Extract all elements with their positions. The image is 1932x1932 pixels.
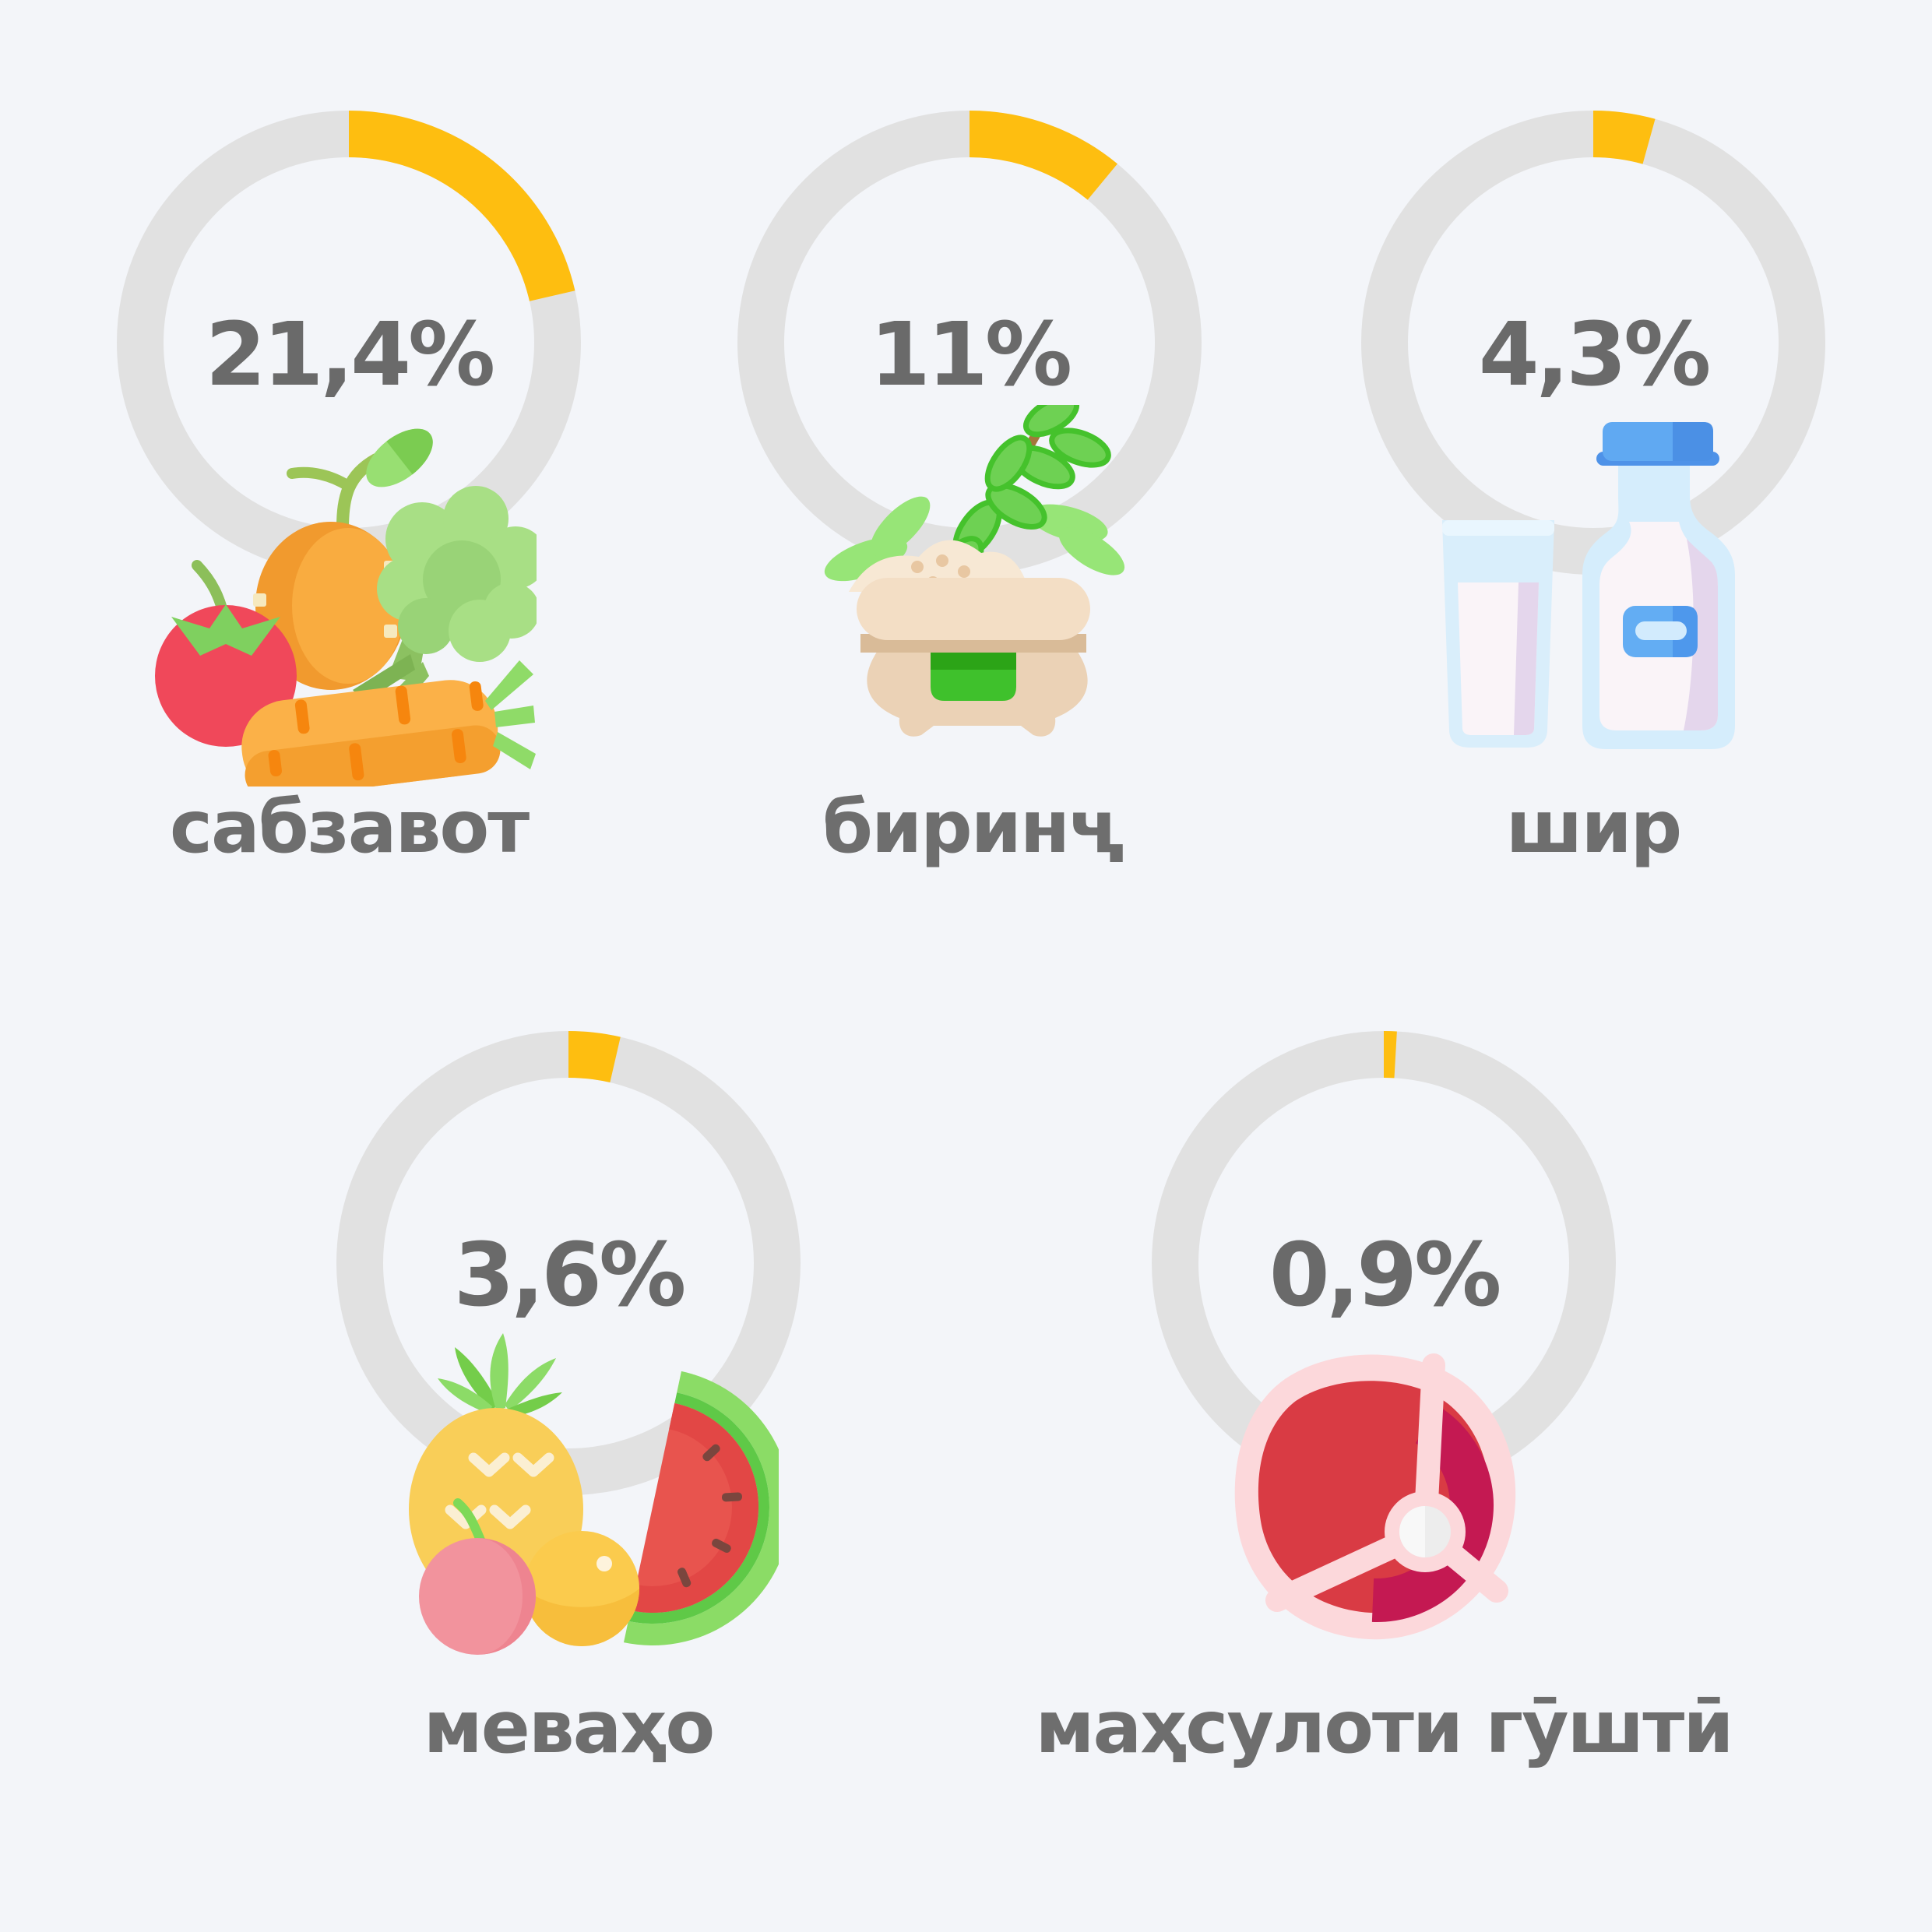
donut-arc	[737, 111, 1202, 575]
milk-bottle	[1582, 422, 1735, 749]
gauge-value: 21,4%	[205, 304, 496, 406]
broccoli	[353, 486, 537, 707]
gauge-value: 4,3%	[1478, 304, 1712, 406]
gauge-card-fruits: 3,6%	[335, 1029, 802, 1870]
donut-arc	[117, 111, 581, 575]
carrot	[241, 660, 536, 787]
donut-arc	[1361, 111, 1825, 575]
milk-glass	[1442, 520, 1554, 748]
vegetables-icon	[155, 428, 537, 787]
orange-fruit	[253, 428, 433, 690]
milk-icon	[1442, 422, 1735, 749]
fruits-icon	[409, 1333, 779, 1655]
gauge-card-milk: 4,3% шир	[1360, 109, 1827, 950]
gauge-card-rice: 11%	[736, 109, 1203, 950]
rice-sack-icon	[824, 405, 1125, 737]
donut-arc	[1152, 1031, 1616, 1495]
apple	[419, 1498, 536, 1655]
gauge-card-meat: 0,9% маҳсулоти гӯштӣ	[1035, 1029, 1734, 1870]
orange	[524, 1531, 639, 1646]
gauge-label: биринҷ	[822, 785, 1118, 869]
rice-sack	[849, 540, 1090, 737]
gauge-value: 0,9%	[1269, 1225, 1502, 1326]
gauge-label: шир	[1505, 785, 1683, 869]
gauge-label: сабзавот	[169, 785, 530, 869]
gauge-value: 11%	[869, 304, 1072, 406]
donut-arc	[336, 1031, 801, 1495]
gauge-label: меваҳо	[423, 1685, 716, 1769]
gauge-label: маҳсулоти гӯштӣ	[1035, 1685, 1733, 1769]
gauge-value: 3,6%	[453, 1225, 687, 1326]
steak	[1234, 1353, 1516, 1640]
gauge-card-vegetables: 21,4%	[115, 109, 582, 950]
meat-steak-icon	[1234, 1353, 1516, 1640]
watermelon-slice	[623, 1371, 779, 1645]
